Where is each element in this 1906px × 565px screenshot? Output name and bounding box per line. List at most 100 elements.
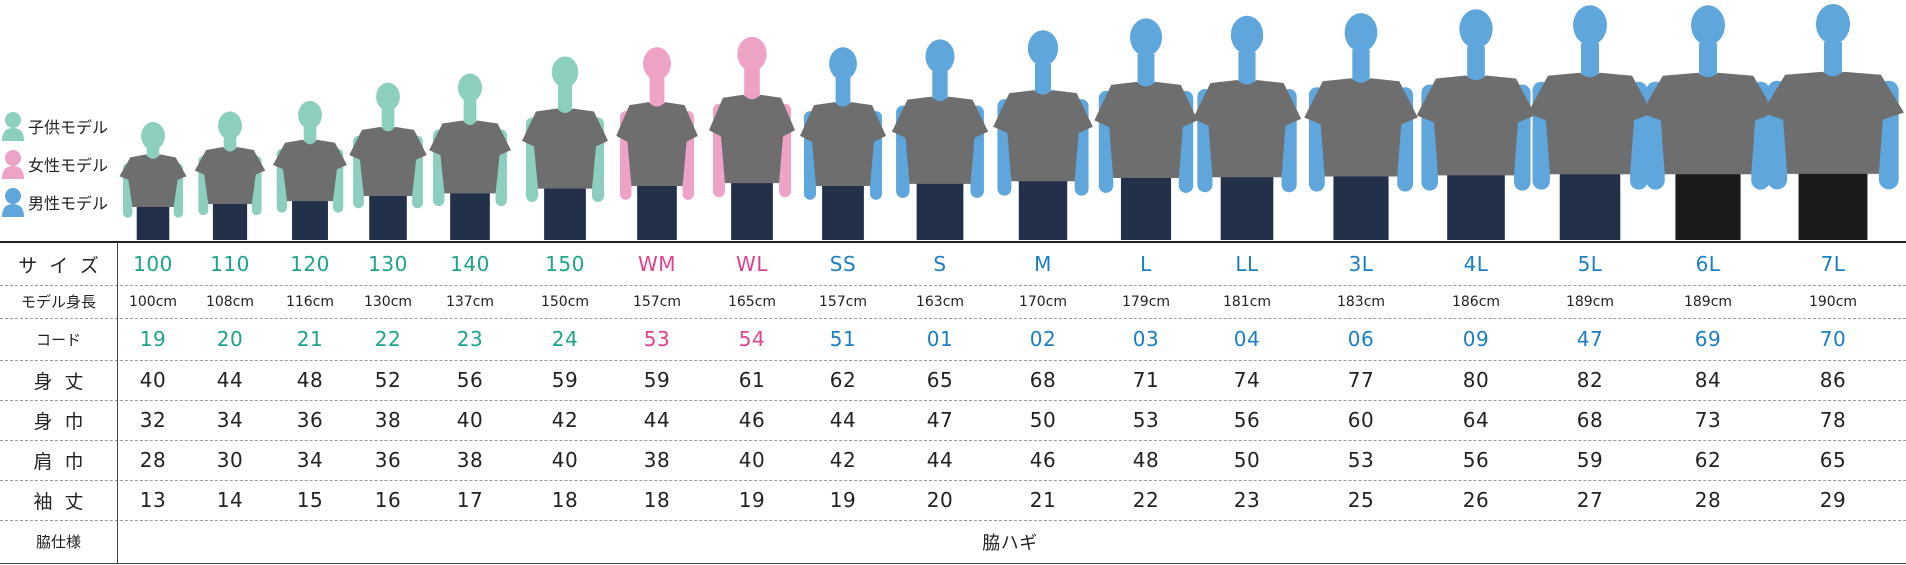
row-header: モデル身長 xyxy=(0,285,118,318)
cell-length: 86 xyxy=(1819,368,1847,392)
cell-length: 61 xyxy=(738,368,766,392)
model-figures xyxy=(0,0,1906,242)
row-header: 身丈 xyxy=(0,360,118,400)
model-figure-140 xyxy=(429,73,511,240)
cell-code: 09 xyxy=(1462,327,1490,351)
cell-code: 51 xyxy=(829,327,857,351)
cell-length: 77 xyxy=(1347,368,1375,392)
side-value: 脇ハギ xyxy=(982,532,1038,554)
cell-size: L xyxy=(1140,252,1152,276)
cell-model-height: 181cm xyxy=(1222,293,1272,310)
cell-length: 80 xyxy=(1462,368,1490,392)
cell-model-height: 189cm xyxy=(1565,293,1615,310)
cell-size: WL xyxy=(736,252,768,276)
row-divider xyxy=(0,400,1906,401)
model-figure-4L xyxy=(1416,9,1536,240)
cell-body-width: 38 xyxy=(374,408,402,432)
cell-body-width: 68 xyxy=(1576,408,1604,432)
person-icon xyxy=(2,112,24,141)
cell-model-height: 190cm xyxy=(1808,293,1858,310)
cell-shoulder: 40 xyxy=(551,448,579,472)
cell-body-width: 44 xyxy=(643,408,671,432)
cell-size: 110 xyxy=(210,252,250,276)
cell-code: 21 xyxy=(296,327,324,351)
row-header-label: コード xyxy=(35,330,81,349)
cell-shoulder: 44 xyxy=(926,448,954,472)
figure-baseline xyxy=(0,241,1906,243)
cell-sleeve: 19 xyxy=(829,488,857,512)
row-header: 脇仕様 xyxy=(0,520,118,563)
model-figure-130 xyxy=(349,82,427,240)
cell-length: 65 xyxy=(926,368,954,392)
cell-code: 23 xyxy=(456,327,484,351)
cell-model-height: 108cm xyxy=(205,293,255,310)
cell-code: 54 xyxy=(738,327,766,351)
cell-code: 02 xyxy=(1029,327,1057,351)
cell-body-width: 36 xyxy=(296,408,324,432)
model-figure-5L xyxy=(1527,5,1653,240)
model-figure-6L xyxy=(1640,5,1776,240)
cell-size: M xyxy=(1034,252,1052,276)
row-shoulder: 肩巾 28 30 34 36 38 40 38 40 42 44 46 48 50 53 56 59 62 65 xyxy=(0,440,1906,480)
cell-shoulder: 40 xyxy=(738,448,766,472)
row-header: 袖丈 xyxy=(0,480,118,520)
cell-length: 59 xyxy=(551,368,579,392)
cell-size: 120 xyxy=(290,252,330,276)
cell-sleeve: 16 xyxy=(374,488,402,512)
cell-sleeve: 25 xyxy=(1347,488,1375,512)
legend-label: 女性モデル xyxy=(28,156,109,175)
model-figure-WM xyxy=(616,47,698,240)
row-divider xyxy=(0,318,1906,319)
cell-size: 5L xyxy=(1577,252,1603,276)
cell-length: 71 xyxy=(1132,368,1160,392)
row-side: 脇仕様 脇ハギ xyxy=(0,520,1906,563)
model-figure-LL xyxy=(1192,15,1302,240)
row-header-label: モデル身長 xyxy=(20,293,96,311)
model-figure-110 xyxy=(194,111,266,240)
table-bottom-border xyxy=(0,563,1906,564)
cell-size: 4L xyxy=(1463,252,1489,276)
row-header-label: 身巾 xyxy=(33,410,96,433)
cell-shoulder: 38 xyxy=(643,448,671,472)
model-figure-150 xyxy=(522,56,608,240)
cell-length: 74 xyxy=(1233,368,1261,392)
row-length: 身丈 40 44 48 52 56 59 59 61 62 65 68 71 74 77 80 82 84 86 xyxy=(0,360,1906,400)
cell-code: 47 xyxy=(1576,327,1604,351)
cell-model-height: 179cm xyxy=(1121,293,1171,310)
model-figure-3L xyxy=(1304,13,1418,240)
row-divider xyxy=(0,285,1906,286)
cell-shoulder: 65 xyxy=(1819,448,1847,472)
cell-code: 22 xyxy=(374,327,402,351)
row-divider xyxy=(0,520,1906,521)
cell-size: 140 xyxy=(450,252,490,276)
cell-code: 06 xyxy=(1347,327,1375,351)
row-header-label: 肩巾 xyxy=(33,450,96,473)
cell-length: 44 xyxy=(216,368,244,392)
legend-item-kid: 子供モデル xyxy=(0,109,108,143)
cell-model-height: 130cm xyxy=(363,293,413,310)
cell-body-width: 46 xyxy=(738,408,766,432)
cell-model-height: 163cm xyxy=(915,293,965,310)
model-figure-L xyxy=(1094,18,1198,240)
model-figure-WL xyxy=(709,36,795,240)
cell-body-width: 53 xyxy=(1132,408,1160,432)
cell-code: 53 xyxy=(643,327,671,351)
cell-sleeve: 28 xyxy=(1694,488,1722,512)
cell-body-width: 32 xyxy=(139,408,167,432)
row-header: サイズ xyxy=(0,243,118,285)
row-header-label: 袖丈 xyxy=(33,490,96,513)
cell-shoulder: 36 xyxy=(374,448,402,472)
cell-length: 48 xyxy=(296,368,324,392)
cell-code: 03 xyxy=(1132,327,1160,351)
cell-shoulder: 42 xyxy=(829,448,857,472)
cell-length: 62 xyxy=(829,368,857,392)
cell-shoulder: 48 xyxy=(1132,448,1160,472)
cell-size: 7L xyxy=(1820,252,1846,276)
model-figure-S xyxy=(891,39,989,240)
cell-shoulder: 62 xyxy=(1694,448,1722,472)
cell-model-height: 150cm xyxy=(540,293,590,310)
model-figure-7L xyxy=(1762,4,1904,240)
cell-length: 68 xyxy=(1029,368,1057,392)
cell-size: 6L xyxy=(1695,252,1721,276)
cell-shoulder: 59 xyxy=(1576,448,1604,472)
